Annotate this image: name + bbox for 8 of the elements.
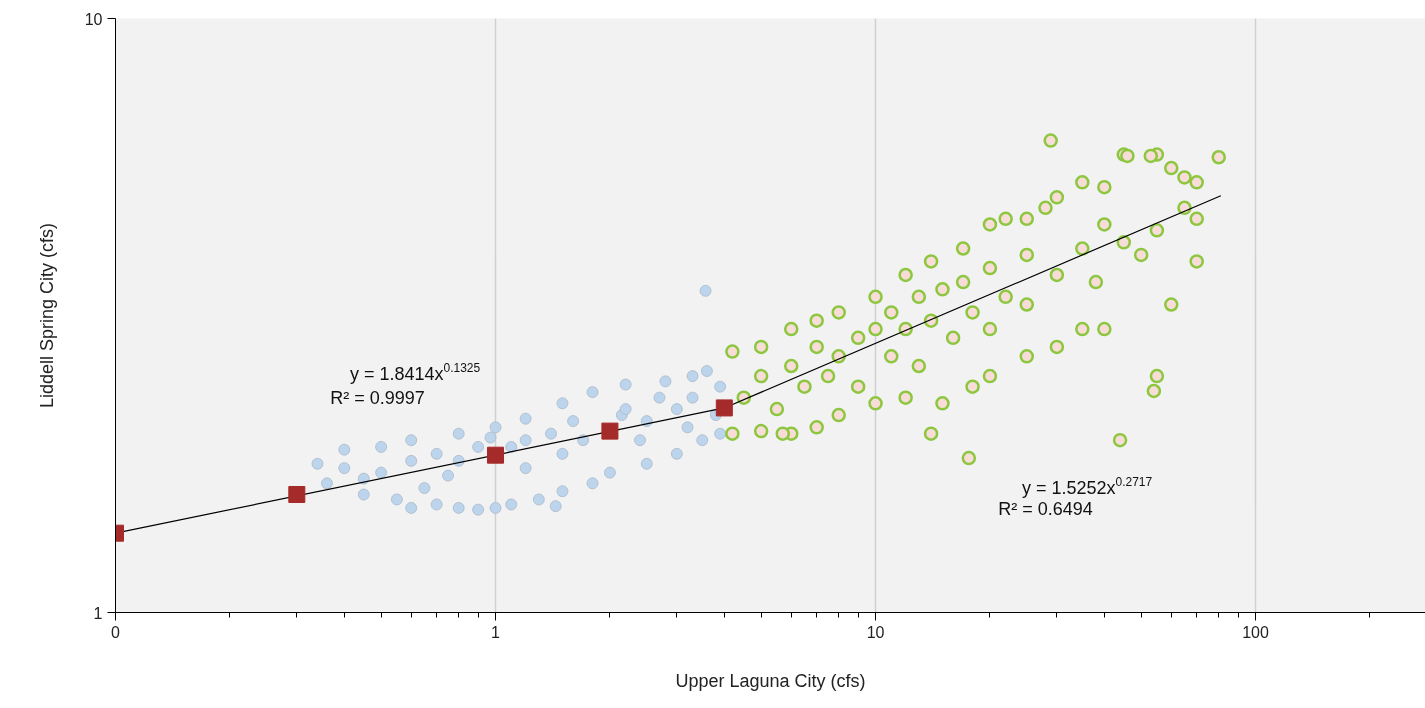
x-tick-label: 0 xyxy=(111,623,121,641)
x-tick-label: 10 xyxy=(866,623,885,641)
annotation: R² = 0.6494 xyxy=(998,498,1093,519)
annotation: R² = 0.9997 xyxy=(330,387,425,408)
x-axis-title: Upper Laguna City (cfs) xyxy=(675,670,866,691)
x-tick-label: 1 xyxy=(491,623,501,641)
x-tick-label: 100 xyxy=(1242,623,1270,641)
y-axis-title: Liddell Spring City (cfs) xyxy=(36,222,57,409)
